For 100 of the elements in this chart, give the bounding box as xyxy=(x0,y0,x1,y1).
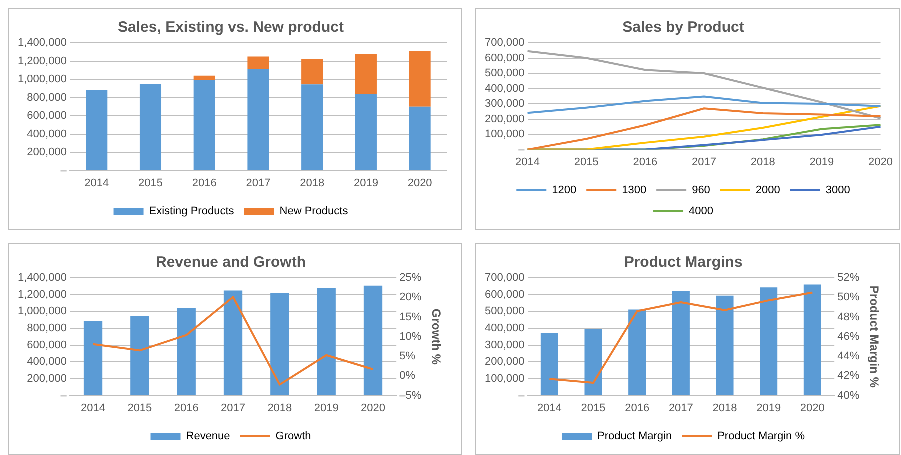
legend-label: 1200 xyxy=(552,184,577,197)
x-tick-label: 2017 xyxy=(246,177,271,190)
bar xyxy=(628,310,646,396)
y2-tick-label: 52% xyxy=(838,272,860,284)
bar xyxy=(317,288,336,396)
bar xyxy=(540,333,558,396)
x-tick-label: 2018 xyxy=(712,402,738,414)
y2-axis-title: Growth % xyxy=(429,308,444,366)
legend-label: Product Margin % xyxy=(718,430,806,443)
legend-label: 960 xyxy=(692,184,710,197)
chart-title: Sales, Existing vs. New product xyxy=(118,19,344,36)
y-tick-label: 1,200,000 xyxy=(18,55,67,68)
bar xyxy=(224,290,243,396)
x-tick-label: 2019 xyxy=(756,402,782,414)
y-tick-label: 200,000 xyxy=(484,113,525,126)
y-tick-label: 1,400,000 xyxy=(18,37,67,50)
bar xyxy=(86,90,108,170)
y-tick-label: – xyxy=(518,390,526,402)
bar xyxy=(248,69,270,170)
bar xyxy=(409,51,431,107)
legend-label: 2000 xyxy=(756,184,780,197)
y2-tick-label: 10% xyxy=(400,330,422,343)
y-tick-label: 400,000 xyxy=(484,322,525,335)
bar xyxy=(177,308,196,396)
bar xyxy=(248,56,270,70)
x-tick-label: 2019 xyxy=(354,177,378,190)
legend-label: 4000 xyxy=(689,206,714,218)
legend-label: New Products xyxy=(280,206,349,218)
x-tick-label: 2017 xyxy=(668,402,694,414)
y-tick-label: – xyxy=(518,144,526,156)
y-tick-label: – xyxy=(60,390,68,402)
x-tick-label: 2015 xyxy=(581,402,606,414)
y2-tick-label: 25% xyxy=(400,272,422,284)
y-tick-label: 800,000 xyxy=(27,92,67,104)
legend-label: Existing Products xyxy=(149,206,235,218)
x-tick-label: 2014 xyxy=(81,402,106,414)
x-tick-label: 2017 xyxy=(221,402,246,414)
y2-tick-label: –5% xyxy=(400,390,422,402)
x-tick-label: 2014 xyxy=(537,402,562,414)
bar xyxy=(84,321,103,396)
legend-label: Revenue xyxy=(186,430,230,443)
y-tick-label: 1,400,000 xyxy=(18,272,67,284)
y-tick-label: 600,000 xyxy=(484,52,525,64)
y-tick-label: 500,000 xyxy=(484,68,525,80)
x-tick-label: 2015 xyxy=(574,156,599,168)
bar xyxy=(140,84,162,170)
legend-label: 3000 xyxy=(826,184,850,197)
y2-tick-label: 0% xyxy=(400,370,416,382)
x-tick-label: 2019 xyxy=(810,156,834,168)
legend-label: Growth xyxy=(276,430,312,443)
x-tick-label: 2018 xyxy=(268,402,292,414)
y-tick-label: – xyxy=(60,164,68,177)
x-tick-label: 2020 xyxy=(408,177,432,190)
y2-tick-label: 50% xyxy=(838,292,860,304)
x-tick-label: 2015 xyxy=(138,177,163,190)
chart-title: Sales by Product xyxy=(622,19,744,36)
y2-tick-label: 44% xyxy=(838,350,860,363)
y-tick-label: 400,000 xyxy=(27,356,67,368)
bar xyxy=(716,296,734,396)
y-tick-label: 300,000 xyxy=(484,339,525,352)
y-tick-label: 200,000 xyxy=(484,356,525,368)
y-tick-label: 100,000 xyxy=(484,373,525,386)
y2-tick-label: 48% xyxy=(838,311,860,324)
bar xyxy=(130,316,150,396)
bar xyxy=(760,288,778,396)
bar xyxy=(409,106,431,170)
y2-tick-label: 42% xyxy=(838,370,860,382)
x-tick-label: 2014 xyxy=(516,156,540,168)
x-tick-label: 2016 xyxy=(192,177,217,190)
y-tick-label: 600,000 xyxy=(27,339,67,352)
y2-tick-label: 46% xyxy=(838,330,860,343)
y2-axis-title: Product Margin % xyxy=(867,286,882,388)
y-tick-label: 200,000 xyxy=(27,373,67,386)
legend-label: Product Margin xyxy=(597,430,672,443)
y-tick-label: 1,000,000 xyxy=(18,74,67,86)
y-tick-label: 700,000 xyxy=(484,37,525,50)
x-tick-label: 2015 xyxy=(128,402,152,414)
legend-label: 1300 xyxy=(622,184,647,197)
bar xyxy=(302,59,324,85)
y-tick-label: 1,000,000 xyxy=(18,306,67,318)
bar xyxy=(270,292,290,396)
x-tick-label: 2017 xyxy=(692,156,717,168)
y-tick-label: 200,000 xyxy=(27,146,67,159)
bar xyxy=(302,84,324,170)
y2-tick-label: 20% xyxy=(400,292,422,304)
y-tick-label: 700,000 xyxy=(484,272,525,284)
bar xyxy=(804,284,822,396)
y2-tick-label: 40% xyxy=(838,390,860,402)
y2-tick-label: 5% xyxy=(400,350,416,363)
bar xyxy=(194,80,216,170)
x-tick-label: 2016 xyxy=(174,402,199,414)
y-tick-label: 600,000 xyxy=(27,110,67,122)
x-tick-label: 2016 xyxy=(633,156,658,168)
x-tick-label: 2016 xyxy=(625,402,650,414)
x-tick-label: 2018 xyxy=(750,156,776,168)
bar xyxy=(364,286,383,396)
chart-title: Product Margins xyxy=(624,254,743,272)
x-tick-label: 2014 xyxy=(84,177,110,190)
bar xyxy=(584,329,602,396)
x-tick-label: 2018 xyxy=(300,177,325,190)
